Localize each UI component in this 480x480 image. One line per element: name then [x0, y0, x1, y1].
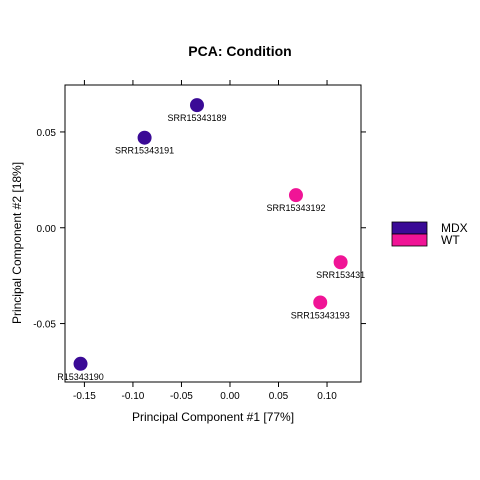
x-tick-label: -0.05: [170, 391, 193, 402]
data-point: [288, 188, 303, 203]
y-axis-label: Principal Component #2 [18%]: [10, 162, 24, 324]
point-label: SRR15343193: [291, 310, 350, 320]
legend-swatch: [391, 233, 428, 247]
data-point: [137, 130, 152, 145]
point-label: R15343190: [57, 372, 104, 382]
data-point: [73, 356, 88, 371]
legend-entry-label: MDX: [441, 221, 468, 235]
x-axis: -0.15 -0.10 -0.05 0.00 0.05 0.10: [73, 80, 337, 402]
y-tick-label: -0.05: [33, 320, 56, 331]
y-tick-label: 0.05: [37, 128, 57, 139]
data-point: [333, 255, 348, 270]
point-label: SRR15343191: [115, 146, 174, 156]
chart-title: PCA: Condition: [188, 43, 291, 59]
y-tick-label: 0.00: [37, 224, 57, 235]
x-axis-label: Principal Component #1 [77%]: [132, 410, 294, 424]
data-points: SRR15343189 SRR15343191 R15343190 SRR153431…: [57, 98, 365, 382]
x-tick-label: -0.15: [73, 391, 96, 402]
x-tick-label: -0.10: [122, 391, 145, 402]
y-axis: 0.05 0.00 -0.05: [33, 128, 366, 331]
x-tick-label: 0.10: [317, 391, 337, 402]
point-label: SRR15343189: [167, 113, 226, 123]
point-label: SRR15343192: [266, 203, 325, 213]
data-point: [189, 98, 204, 113]
plot-frame: [64, 84, 362, 383]
legend-swatch: [391, 221, 428, 235]
point-label: SRR153431: [316, 270, 365, 280]
legend-entry-label: WT: [441, 233, 460, 247]
x-tick-label: 0.05: [269, 391, 289, 402]
x-tick-label: 0.00: [220, 391, 240, 402]
data-point: [313, 295, 328, 310]
